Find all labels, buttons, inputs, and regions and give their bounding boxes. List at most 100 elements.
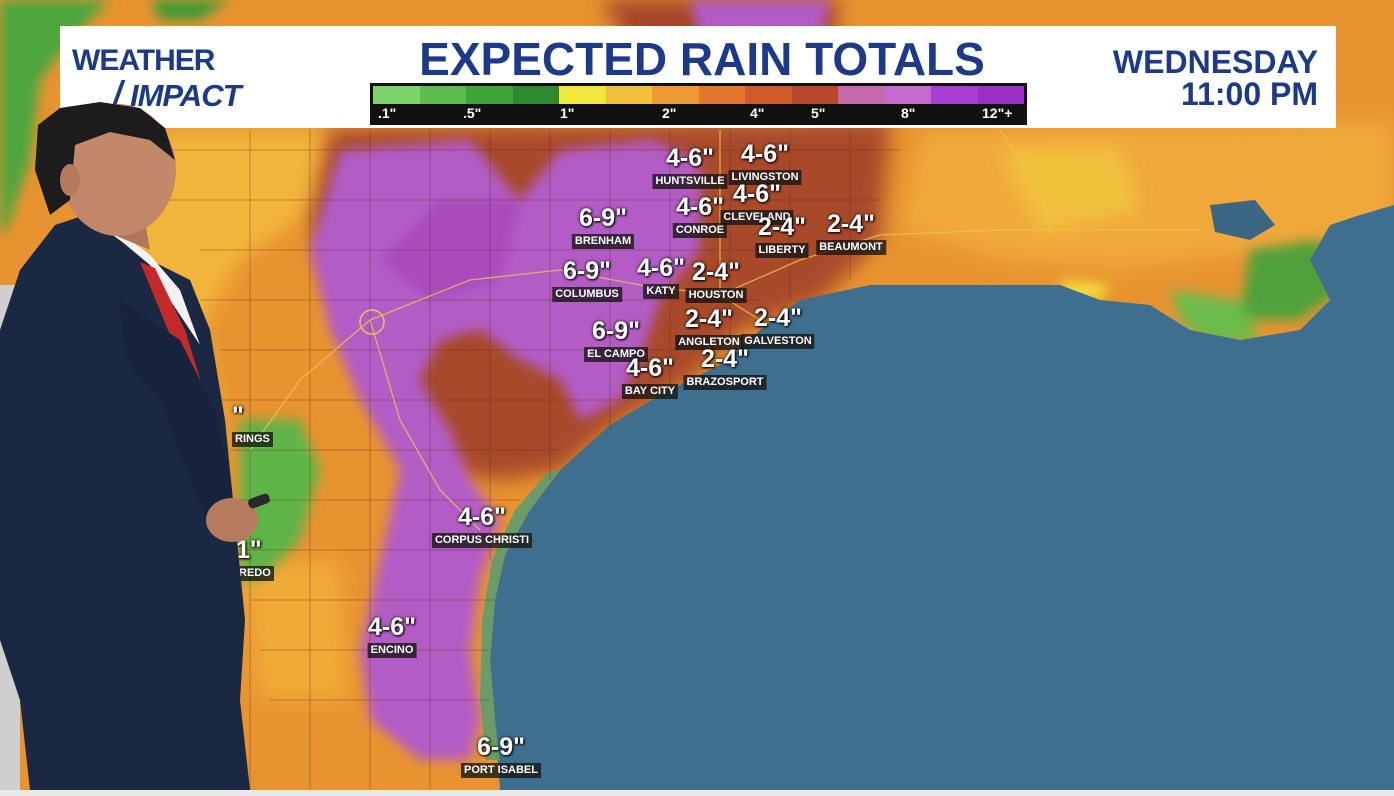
- map-title: EXPECTED RAIN TOTALS: [419, 33, 985, 85]
- weather-impact-logo: WEATHER IMPACT: [72, 44, 292, 114]
- location-label: 2-4" BRAZOSPORT: [683, 345, 767, 390]
- city-name: COLUMBUS: [552, 287, 622, 302]
- legend-tick: .1": [378, 105, 397, 121]
- city-name: BRENHAM: [571, 234, 635, 249]
- legend-swatch: [791, 86, 838, 104]
- legend-swatch: [698, 86, 745, 104]
- lake: [1210, 200, 1275, 240]
- gulf-ocean: [490, 205, 1394, 790]
- rain-amount: 4-6": [625, 354, 674, 382]
- legend-swatch: [838, 86, 885, 104]
- legend-tick: 2": [662, 105, 677, 121]
- location-label: 4-6" HUNTSVILLE: [652, 144, 728, 189]
- title-banner: WEATHER IMPACT EXPECTED RAIN TOTALS .1" …: [60, 26, 1336, 128]
- city-name: LIVINGSTON: [728, 170, 802, 185]
- logo-line2: IMPACT: [130, 78, 242, 113]
- rain-amount: 6-9": [578, 204, 627, 232]
- city-name: BAY CITY: [621, 384, 679, 399]
- legend-swatch: [745, 86, 792, 104]
- forecast-time: WEDNESDAY 11:00 PM: [1113, 46, 1318, 110]
- partial-location-label: " RINGS: [232, 403, 273, 447]
- legend-tick: .5": [463, 105, 482, 121]
- legend-swatch: [977, 86, 1024, 104]
- location-label: 4-6" CONROE: [672, 193, 728, 238]
- location-label: 4-6" ENCINO: [367, 613, 417, 658]
- rain-amount: 2-4": [701, 345, 749, 373]
- rain-amount: 2-4": [692, 258, 740, 286]
- rain-amount: 1": [236, 536, 262, 564]
- city-name: CORPUS CHRISTI: [431, 533, 533, 548]
- location-label: 4-6" CORPUS CHRISTI: [431, 503, 533, 548]
- rain-amount: 2-4": [827, 210, 875, 238]
- rain-legend: .1" .5" 1" 2" 4" 5" 8" 12"+: [370, 83, 1027, 125]
- legend-swatch: [512, 86, 559, 104]
- city-name: EL CAMPO: [584, 347, 648, 362]
- rain-amount: 4-6": [368, 613, 416, 641]
- partial-location-label: 1" REDO: [236, 537, 274, 581]
- legend-tick: 1": [560, 105, 575, 121]
- arm: [120, 300, 235, 530]
- legend-tick: 12"+: [982, 105, 1013, 121]
- location-label: 4-6" LIVINGSTON: [728, 140, 802, 185]
- legend-swatch: [931, 86, 978, 104]
- city-name: REDO: [236, 566, 274, 581]
- legend-swatch: [652, 86, 699, 104]
- rain-amount: 6-9": [476, 733, 525, 761]
- city-ring: [359, 309, 385, 335]
- city-name: BRAZOSPORT: [683, 375, 767, 390]
- location-label: 2-4" ANGLETON: [675, 306, 743, 350]
- rain-amount: 4-6": [732, 180, 781, 208]
- city-name: PORT ISABEL: [461, 763, 541, 778]
- city-name: ENCINO: [367, 643, 417, 658]
- location-label: 4-6" BAY CITY: [621, 354, 679, 399]
- rain-amount: 4-6": [741, 140, 789, 168]
- city-name: ANGLETON: [675, 335, 743, 350]
- city-name: GALVESTON: [741, 334, 815, 349]
- city-name: HOUSTON: [685, 288, 747, 303]
- legend-tick: 4": [750, 105, 765, 121]
- forecast-clock: 11:00 PM: [1181, 76, 1318, 112]
- legend-tick: 5": [811, 105, 826, 121]
- rain-amount: ": [232, 402, 244, 430]
- legend-swatch: [373, 86, 420, 104]
- rain-amount: 6-9": [591, 317, 640, 345]
- location-label: 6-9" BRENHAM: [571, 204, 635, 249]
- rain-amount: 2-4": [754, 304, 802, 332]
- legend-swatch: [884, 86, 931, 104]
- legend-swatch: [419, 86, 466, 104]
- location-label: 2-4" HOUSTON: [685, 258, 747, 303]
- rain-amount: 2-4": [758, 213, 806, 241]
- location-label: 2-4" LIBERTY: [755, 213, 809, 258]
- rain-amount: 4-6": [676, 193, 724, 221]
- location-label: 6-9" COLUMBUS: [552, 258, 622, 302]
- rain-amount: 4-6": [666, 144, 714, 172]
- rain-amount: 6-9": [563, 257, 611, 285]
- location-label: 2-4" BEAUMONT: [816, 211, 886, 255]
- meteorologist: [0, 102, 270, 790]
- city-name: RINGS: [232, 432, 273, 447]
- location-label: 4-6" CLEVELAND: [720, 180, 794, 225]
- clicker-remote: [248, 493, 270, 509]
- city-name: KATY: [643, 284, 679, 299]
- rain-amount: 4-6": [458, 503, 506, 531]
- county-lines: [160, 130, 900, 790]
- city-name: HUNTSVILLE: [652, 174, 728, 189]
- city-name: BEAUMONT: [816, 240, 886, 255]
- location-label: 6-9" PORT ISABEL: [461, 734, 541, 778]
- legend-colorbar: [373, 86, 1024, 104]
- city-name: LIBERTY: [755, 243, 809, 258]
- legend-swatch: [605, 86, 652, 104]
- rain-amount: 4-6": [637, 254, 685, 282]
- location-label: 6-9" EL CAMPO: [584, 318, 648, 362]
- ear: [60, 164, 80, 196]
- city-name: CONROE: [672, 223, 728, 238]
- hand: [206, 498, 258, 542]
- coastal-strip: [480, 470, 560, 760]
- legend-swatch: [466, 86, 513, 104]
- city-name: CLEVELAND: [720, 210, 794, 225]
- legend-ticks: .1" .5" 1" 2" 4" 5" 8" 12"+: [370, 105, 1027, 123]
- location-label: 2-4" GALVESTON: [741, 304, 815, 349]
- forecast-day: WEDNESDAY: [1112, 44, 1318, 80]
- legend-swatch: [559, 86, 606, 104]
